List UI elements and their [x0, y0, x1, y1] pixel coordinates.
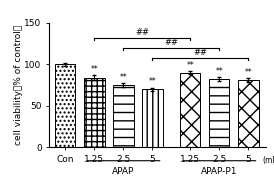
Text: (mM): (mM) [262, 156, 274, 165]
Text: **: ** [149, 77, 156, 86]
Y-axis label: cell viability（% of control）: cell viability（% of control） [14, 25, 23, 145]
Text: APAP-P1: APAP-P1 [201, 167, 238, 176]
Text: **: ** [119, 73, 127, 82]
Text: ##: ## [164, 38, 178, 47]
Text: APAP: APAP [112, 167, 135, 176]
Text: **: ** [215, 67, 223, 76]
Text: **: ** [244, 68, 252, 77]
Bar [113, 85, 134, 147]
Text: ##: ## [135, 28, 149, 37]
Text: **: ** [90, 65, 98, 74]
Bar [209, 79, 229, 147]
Text: **: ** [186, 61, 194, 70]
Bar [55, 64, 75, 147]
Text: ##: ## [193, 48, 207, 57]
Bar [238, 80, 258, 147]
Bar [180, 73, 200, 147]
Bar [142, 89, 163, 147]
Bar [84, 77, 104, 147]
